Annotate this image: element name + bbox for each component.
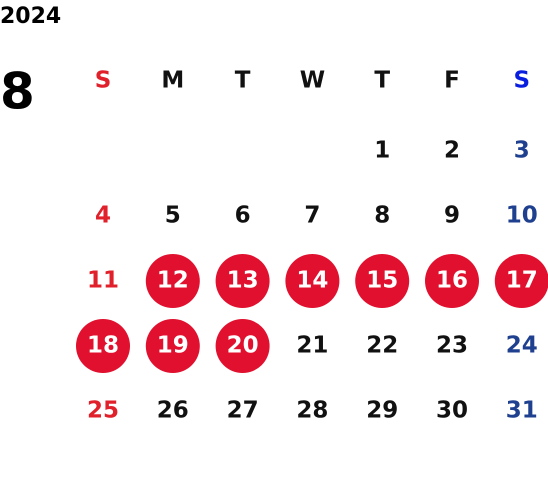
- highlight-circle: [76, 319, 130, 373]
- day-number: 14: [296, 268, 328, 294]
- highlight-circle: [425, 254, 479, 308]
- day-number: 29: [366, 398, 398, 424]
- day-number: 1: [374, 138, 390, 164]
- day-number: 20: [227, 333, 259, 359]
- year: 2024: [0, 4, 61, 29]
- weekday-label: S: [514, 68, 531, 94]
- highlight-circle: [215, 254, 270, 308]
- day-number: 28: [296, 398, 328, 424]
- highlight-circle: [494, 254, 548, 308]
- day-number: 7: [304, 203, 320, 229]
- weekday-label: S: [95, 68, 112, 94]
- highlight-circle: [355, 254, 410, 308]
- day-number: 6: [235, 203, 251, 229]
- day-number: 31: [506, 398, 538, 424]
- weekday-label: M: [161, 68, 184, 94]
- day-number: 11: [87, 268, 119, 294]
- day-number: 25: [87, 398, 119, 424]
- day-number: 8: [374, 203, 390, 229]
- day-number: 13: [227, 268, 259, 294]
- weekday-label: T: [235, 68, 251, 94]
- day-number: 24: [506, 333, 538, 359]
- day-number: 9: [444, 203, 460, 229]
- day-number: 26: [157, 398, 189, 424]
- day-number: 30: [436, 398, 468, 424]
- day-number: 12: [157, 268, 189, 294]
- highlight-circle: [285, 254, 340, 308]
- highlight-circle: [215, 319, 270, 373]
- day-number: 4: [95, 203, 111, 229]
- day-number: 19: [157, 333, 189, 359]
- day-number: 2: [444, 138, 460, 164]
- day-number: 21: [296, 333, 328, 359]
- day-number: 5: [165, 203, 181, 229]
- day-number: 18: [87, 333, 119, 359]
- weekday-label: W: [300, 68, 325, 94]
- day-number: 3: [514, 138, 530, 164]
- day-number: 27: [227, 398, 259, 424]
- day-number: 16: [436, 268, 468, 294]
- day-number: 22: [366, 333, 398, 359]
- day-number: 15: [366, 268, 398, 294]
- day-number: 23: [436, 333, 468, 359]
- day-number: 10: [506, 203, 538, 229]
- highlight-circle: [145, 254, 200, 308]
- weekday-label: F: [444, 68, 460, 94]
- weekday-label: T: [374, 68, 390, 94]
- highlight-circle: [145, 319, 200, 373]
- month: 8: [0, 63, 35, 121]
- day-number: 17: [506, 268, 538, 294]
